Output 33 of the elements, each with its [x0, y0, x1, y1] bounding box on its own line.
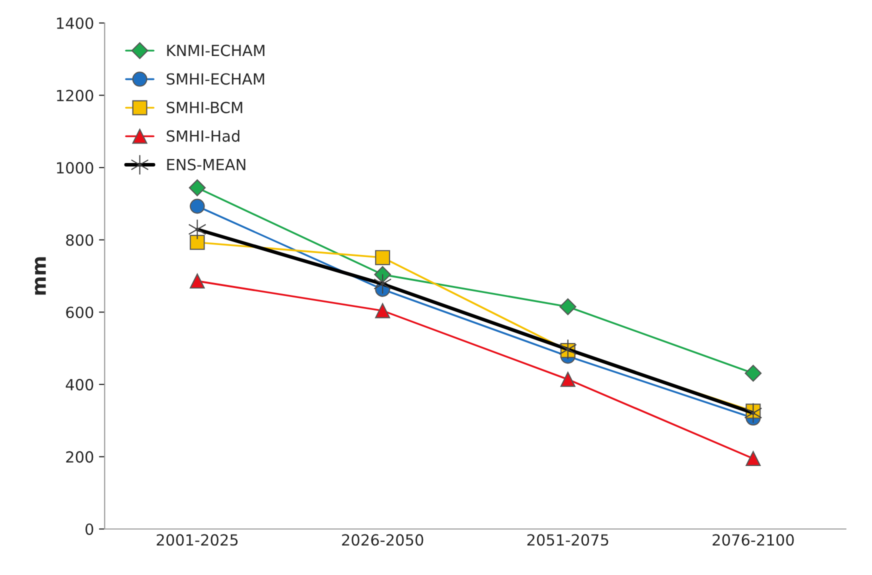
y-tick-label: 1200	[57, 90, 94, 102]
legend-label: SMHI-ECHAM	[166, 73, 264, 85]
point	[374, 274, 392, 294]
point	[375, 250, 390, 266]
y-tick-label: 200	[66, 451, 94, 463]
x-tick-label: 2051-2075	[527, 534, 608, 546]
point	[190, 274, 205, 289]
y-tick-label: 800	[66, 234, 94, 246]
point	[560, 372, 576, 387]
point	[374, 266, 391, 283]
x-tick-label: 2001-2025	[156, 534, 238, 546]
y-tick-label: 1000	[57, 162, 94, 174]
point	[190, 198, 205, 214]
y-tick-label: 400	[66, 378, 94, 390]
legend-label: SMHI-Had	[166, 130, 240, 142]
y-tick-label: 1400	[57, 17, 94, 30]
legend-label: ENS-MEAN	[167, 158, 246, 170]
point	[188, 179, 206, 196]
point	[375, 303, 390, 318]
y-tick-label: 600	[66, 306, 94, 318]
legend-label: KNMI-ECHAM	[167, 44, 264, 56]
x-tick-label: 2026-2050	[342, 534, 424, 546]
y-tick-label: 0	[86, 523, 94, 536]
y-axis-title: mm	[34, 257, 46, 295]
legend-label: SMHI-BCM	[166, 102, 242, 114]
x-tick-label: 2076-2100	[712, 534, 794, 546]
point	[559, 298, 576, 316]
point	[744, 364, 762, 382]
point	[746, 451, 761, 466]
point	[558, 339, 577, 360]
point	[190, 234, 205, 250]
point	[744, 402, 762, 424]
point	[188, 219, 206, 240]
